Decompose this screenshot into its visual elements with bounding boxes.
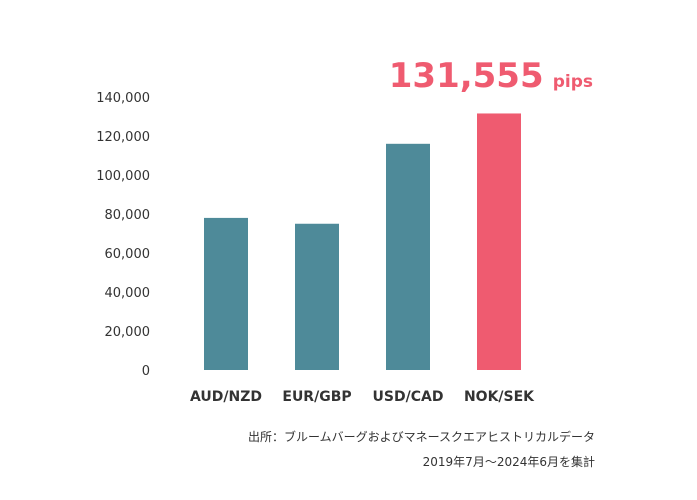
source-line-2: 2019年7月～2024年6月を集計 bbox=[423, 454, 595, 469]
highlight-unit: pips bbox=[553, 72, 593, 92]
x-tick-label: EUR/GBP bbox=[282, 389, 351, 405]
y-tick-label: 140,000 bbox=[96, 91, 150, 106]
x-tick-label: AUD/NZD bbox=[190, 389, 262, 405]
y-tick-label: 120,000 bbox=[96, 130, 150, 145]
y-tick-label: 0 bbox=[142, 364, 150, 379]
y-tick-label: 80,000 bbox=[105, 208, 151, 223]
bar bbox=[477, 113, 521, 371]
source-line-1: 出所：ブルームバーグおよびマネースクエアヒストリカルデータ bbox=[248, 429, 595, 444]
y-tick-label: 60,000 bbox=[105, 247, 151, 262]
y-axis: 0 20,000 40,000 60,000 80,000 100,000 120,000 1… bbox=[96, 91, 150, 379]
highlight-value: 131,555 bbox=[389, 56, 544, 96]
bar bbox=[295, 223, 339, 370]
y-tick-label: 100,000 bbox=[96, 169, 150, 184]
y-tick-label: 40,000 bbox=[105, 286, 151, 301]
bar bbox=[386, 143, 430, 370]
bars bbox=[204, 113, 521, 371]
x-axis: AUD/NZD EUR/GBP USD/CAD NOK/SEK bbox=[190, 389, 535, 405]
highlight-value-label: 131,555 pips bbox=[389, 56, 593, 96]
x-tick-label: NOK/SEK bbox=[464, 389, 535, 405]
bar bbox=[204, 217, 248, 370]
x-tick-label: USD/CAD bbox=[373, 389, 444, 405]
y-tick-label: 20,000 bbox=[105, 325, 151, 340]
